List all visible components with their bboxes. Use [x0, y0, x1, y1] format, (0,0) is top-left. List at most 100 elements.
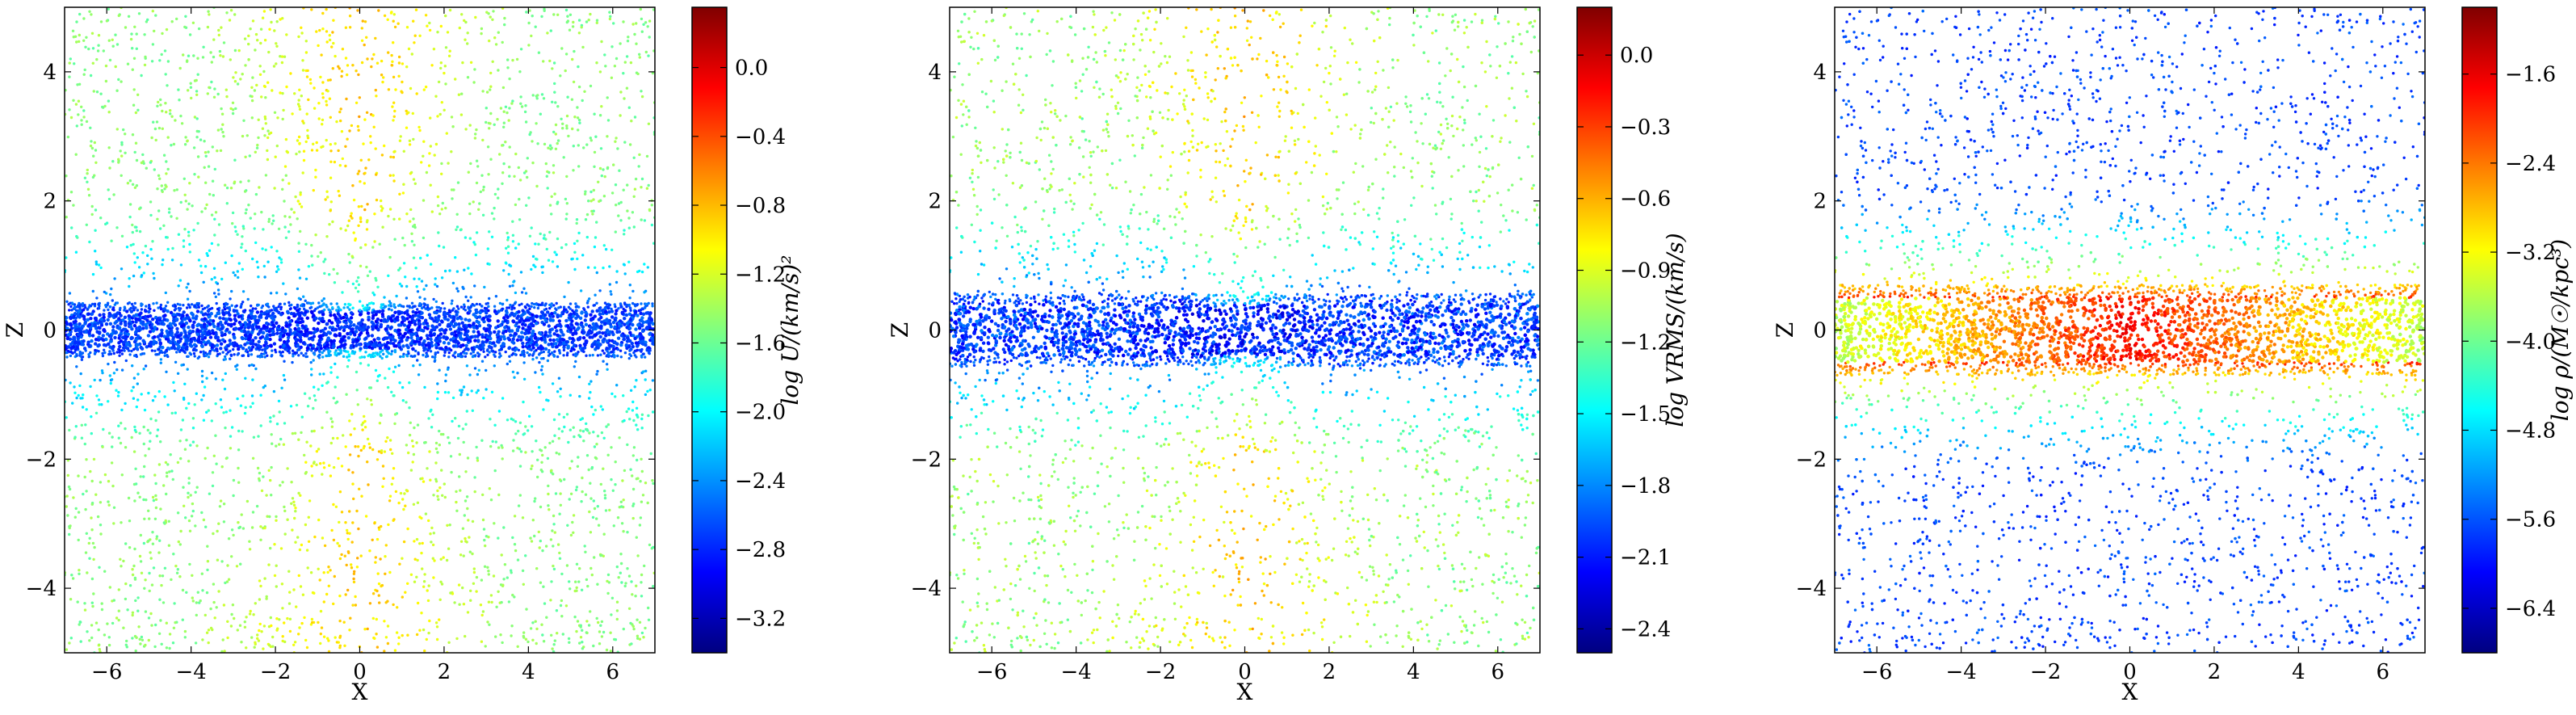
particle	[141, 315, 145, 320]
particle	[366, 274, 370, 277]
particle	[496, 339, 500, 343]
particle	[575, 486, 579, 489]
particle	[542, 322, 547, 326]
particle	[539, 390, 542, 394]
particle	[598, 334, 602, 339]
particle	[270, 433, 273, 436]
particle	[588, 297, 591, 301]
particle	[553, 311, 557, 315]
particle	[158, 574, 162, 578]
particle	[585, 454, 589, 457]
particle	[386, 385, 390, 389]
particle	[91, 175, 95, 179]
particle	[387, 523, 390, 527]
particle	[612, 524, 615, 528]
particle	[254, 32, 258, 36]
particle	[234, 229, 237, 233]
particle	[313, 385, 316, 389]
particle	[169, 109, 172, 112]
particle	[322, 466, 326, 469]
particle	[619, 200, 623, 204]
particle	[512, 439, 515, 442]
particle	[426, 599, 430, 603]
particle	[304, 140, 308, 144]
particle	[363, 628, 367, 631]
particle	[350, 566, 354, 570]
particle	[410, 440, 414, 443]
particle	[191, 440, 195, 444]
particle	[595, 21, 598, 24]
particle	[218, 316, 222, 320]
particle	[214, 211, 218, 214]
particle	[456, 436, 460, 440]
particle	[538, 360, 541, 364]
particle	[146, 263, 149, 266]
particle	[547, 492, 550, 496]
particle	[565, 20, 568, 24]
particle	[539, 581, 543, 584]
particle	[281, 481, 284, 484]
particle	[144, 364, 148, 368]
particle	[610, 392, 614, 396]
particle	[574, 309, 578, 313]
particle	[296, 217, 299, 221]
particle	[243, 333, 248, 338]
particle	[68, 61, 71, 65]
particle	[351, 471, 355, 474]
particle	[98, 326, 102, 330]
particle	[561, 333, 565, 337]
particle	[469, 162, 472, 166]
particle	[197, 175, 200, 179]
particle	[175, 571, 179, 574]
particle	[254, 212, 257, 216]
particle	[422, 288, 426, 291]
particle	[410, 232, 413, 235]
particle	[581, 336, 586, 340]
particle	[219, 320, 223, 325]
particle	[66, 473, 70, 477]
particle	[170, 411, 174, 415]
particle	[584, 190, 587, 193]
particle	[374, 368, 378, 372]
particle	[565, 127, 568, 130]
particle	[155, 435, 159, 438]
particle	[589, 482, 592, 485]
particle	[413, 557, 417, 561]
particle	[430, 426, 434, 429]
particle	[210, 306, 214, 310]
particle	[271, 442, 274, 445]
particle	[262, 475, 265, 478]
particle	[131, 68, 134, 71]
particle	[411, 461, 414, 464]
particle	[355, 69, 358, 73]
particle	[604, 509, 608, 512]
particle	[86, 308, 90, 311]
particle	[85, 408, 88, 411]
particle	[368, 549, 371, 553]
particle	[392, 119, 395, 122]
particle	[287, 301, 291, 305]
particle	[413, 41, 416, 44]
particle	[605, 328, 610, 332]
particle	[409, 335, 413, 340]
particle	[258, 479, 261, 482]
particle	[401, 595, 404, 599]
particle	[215, 606, 218, 609]
particle	[129, 309, 134, 313]
particle	[535, 641, 538, 646]
particle	[148, 330, 153, 334]
particle	[519, 450, 523, 453]
particle	[208, 86, 211, 90]
particle	[262, 69, 266, 74]
particle	[509, 333, 513, 338]
particle	[583, 192, 587, 196]
particle	[153, 349, 157, 352]
particle	[189, 86, 193, 89]
particle	[392, 467, 396, 470]
particle	[543, 233, 546, 237]
particle	[188, 562, 191, 566]
particle	[569, 349, 573, 353]
particle	[179, 114, 183, 118]
particle	[330, 45, 334, 48]
particle	[90, 577, 94, 581]
